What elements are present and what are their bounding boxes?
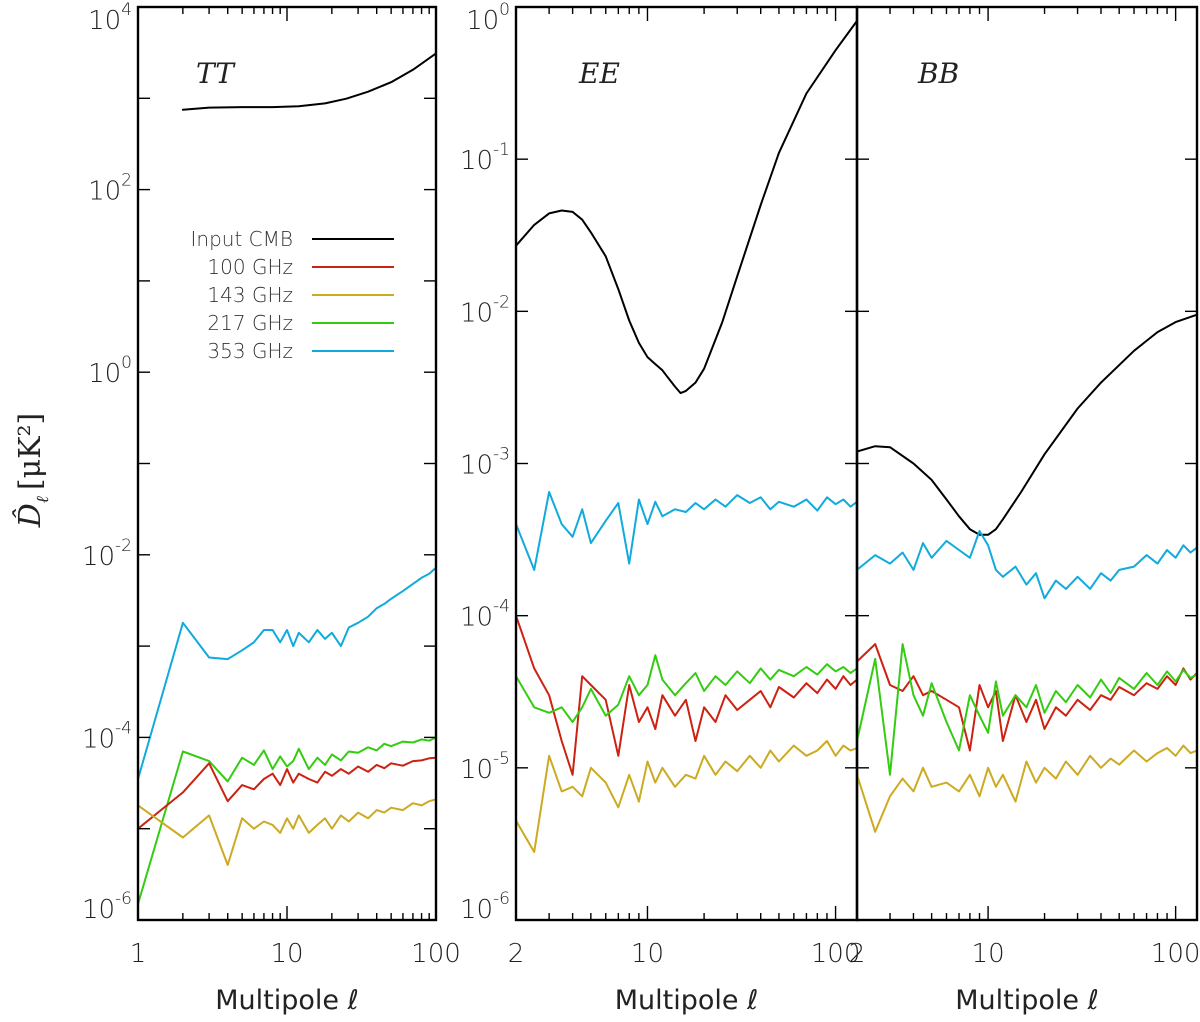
panel-title-bb: BB [917, 57, 959, 90]
series-100-ghz-tt [138, 756, 436, 830]
y-tick-label: 10-4 [82, 718, 132, 754]
series-group-bb [857, 313, 1197, 833]
y-tick-label: 10-1 [460, 140, 510, 176]
x-tick-label: 100 [811, 939, 861, 969]
x-tick-label: 100 [1151, 939, 1200, 969]
series-143-ghz-bb [857, 744, 1197, 833]
frame-tt [136, 5, 438, 922]
series-input-cmb-ee [516, 19, 857, 395]
x-axis-title-ee: Multipole ℓ [615, 985, 759, 1016]
x-axis-title-bb: Multipole ℓ [955, 985, 1099, 1016]
y-axis-label-units: [μK²] [13, 413, 48, 490]
y-tick-label: 100 [88, 353, 132, 389]
legend-entry-input-cmb: Input CMB [191, 227, 394, 251]
x-tick-label: 2 [508, 939, 525, 969]
series-353-ghz-tt [138, 566, 436, 780]
frame-bb [855, 5, 1199, 922]
ticks-ee [515, 6, 857, 921]
panel-tt: 1 10 100 10-6 10-4 10-2 100 102 104 Multipole ℓ TT [82, 0, 461, 1016]
legend-entry-143ghz: 143 GHz [207, 283, 394, 307]
x-tick-label: 10 [270, 939, 303, 969]
y-tick-label: 10-3 [460, 445, 510, 481]
svg-text:D̂ℓ[μK²]: D̂ℓ [μK²] [13, 413, 53, 529]
y-axis-label-subscript: ℓ [33, 496, 53, 503]
series-217-ghz-tt [138, 736, 436, 905]
y-tick-label: 104 [88, 0, 132, 36]
series-group-ee [516, 19, 857, 853]
series-100-ghz-ee [516, 614, 857, 776]
series-input-cmb-tt [181, 52, 436, 111]
panel-title-tt: TT [196, 57, 236, 90]
legend-label-100ghz: 100 GHz [207, 255, 293, 279]
y-tick-label: 10-2 [82, 536, 132, 572]
series-217-ghz-bb [857, 643, 1197, 776]
legend-label-217ghz: 217 GHz [207, 311, 293, 335]
series-143-ghz-tt [138, 798, 436, 866]
y-tick-label: 10-6 [82, 889, 132, 925]
y-tick-label: 102 [88, 171, 132, 207]
series-353-ghz-bb [857, 530, 1197, 600]
series-143-ghz-ee [516, 740, 857, 853]
panel-title-ee: EE [578, 57, 620, 90]
ticks-tt [137, 6, 437, 921]
x-tick-label: 100 [411, 939, 461, 969]
series-217-ghz-ee [516, 654, 857, 723]
legend-label-143ghz: 143 GHz [207, 283, 293, 307]
x-axis-title-tt: Multipole ℓ [215, 985, 359, 1016]
x-tick-label: 2 [849, 939, 866, 969]
panel-bb: 2 10 100 Multipole ℓ BB [849, 5, 1200, 1016]
x-tick-label: 10 [631, 939, 664, 969]
legend: Input CMB 100 GHz 143 GHz 217 GHz 353 GH… [191, 227, 394, 363]
legend-entry-353ghz: 353 GHz [207, 339, 394, 363]
series-353-ghz-ee [516, 491, 857, 571]
y-tick-label: 10-2 [460, 292, 510, 328]
x-tick-label: 1 [130, 939, 147, 969]
series-group-tt [138, 52, 436, 905]
legend-label-353ghz: 353 GHz [207, 339, 293, 363]
y-tick-label: 10-6 [460, 889, 510, 925]
y-tick-label: 10-4 [460, 597, 510, 633]
y-axis-label-symbol: D̂ [13, 503, 48, 528]
legend-entry-217ghz: 217 GHz [207, 311, 394, 335]
panel-ee: 2 10 100 10-6 10-5 10-4 10-3 10-2 10-1 100 Multipo… [460, 0, 860, 1016]
series-100-ghz-bb [857, 643, 1197, 752]
ticks-bb [856, 6, 1197, 921]
legend-entry-100ghz: 100 GHz [207, 255, 394, 279]
frame-ee [514, 5, 859, 922]
y-tick-label: 10-5 [460, 749, 510, 785]
legend-label-input-cmb: Input CMB [191, 227, 293, 251]
y-tick-label: 100 [466, 0, 510, 36]
series-input-cmb-bb [857, 313, 1197, 536]
x-tick-label: 10 [972, 939, 1005, 969]
y-axis-label: D̂ℓ [μK²] [13, 413, 53, 529]
